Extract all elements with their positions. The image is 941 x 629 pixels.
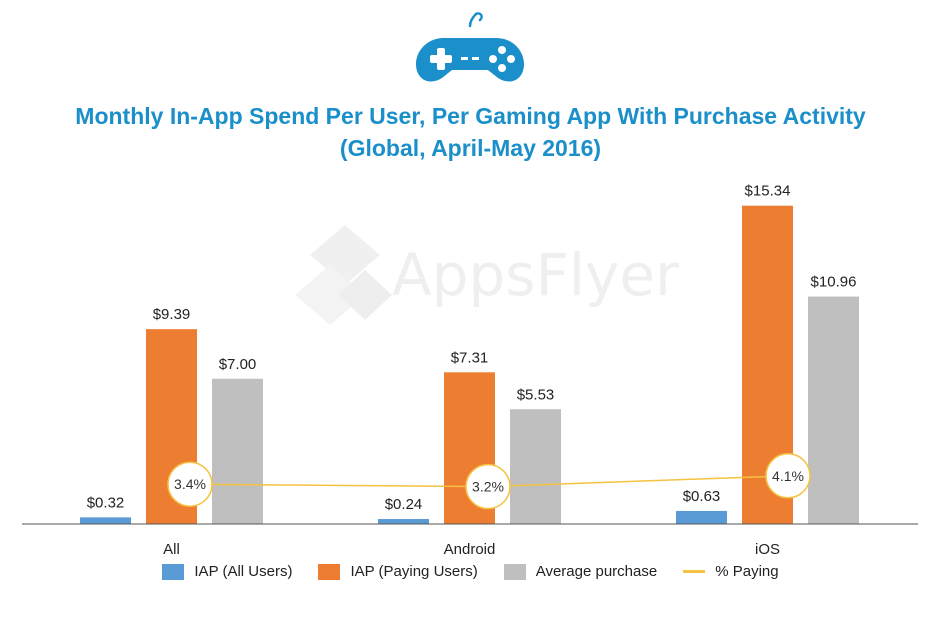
bar-labels-group: $0.32 $9.39 $7.00 $0.24 $7.31 $5.53 $0.63 $15.3… xyxy=(87,183,857,513)
bar-label-iap-paying-users-android: $7.31 xyxy=(451,349,489,366)
bar-label-iap-all-users-ios: $0.63 xyxy=(683,488,721,505)
chart-title: Monthly In-App Spend Per User, Per Gamin… xyxy=(0,100,941,164)
category-labels-group: All Android iOS xyxy=(163,541,780,558)
bar-label-average-purchase-all: $7.00 xyxy=(219,356,257,373)
pct-marker-android xyxy=(465,463,511,510)
legend-swatch-iap-all xyxy=(162,563,185,580)
legend-swatch-pct-paying xyxy=(683,570,706,573)
watermark: AppsFlyer xyxy=(295,225,679,325)
bar-label-average-purchase-ios: $10.96 xyxy=(811,274,857,291)
legend-swatch-iap-paying xyxy=(318,563,341,580)
bar-average-purchase-ios xyxy=(808,296,859,524)
pct-paying-group: 3.4% 3.2% 4.1% xyxy=(167,453,811,510)
watermark-text: AppsFlyer xyxy=(392,241,679,309)
bar-iap-all-users-android xyxy=(378,519,429,524)
bar-average-purchase-all xyxy=(212,378,263,524)
legend: IAP (All Users) IAP (Paying Users) Avera… xyxy=(0,563,941,580)
category-label-ios: iOS xyxy=(755,541,780,558)
chart-title-line-1: Monthly In-App Spend Per User, Per Gamin… xyxy=(75,103,866,129)
bar-label-iap-all-users-all: $0.32 xyxy=(87,494,125,511)
category-label-all: All xyxy=(163,541,180,558)
bar-label-average-purchase-android: $5.53 xyxy=(517,386,555,403)
bar-average-purchase-android xyxy=(510,409,561,524)
legend-label-pct-paying: % Paying xyxy=(715,563,779,580)
bar-iap-all-users-ios xyxy=(676,510,727,524)
gamepad-icon xyxy=(414,12,526,86)
legend-item-iap-all: IAP (All Users) xyxy=(162,563,292,580)
category-label-android: Android xyxy=(444,541,496,558)
bar-label-iap-all-users-android: $0.24 xyxy=(385,496,423,513)
legend-label-iap-paying: IAP (Paying Users) xyxy=(350,563,478,580)
bar-label-iap-paying-users-ios: $15.34 xyxy=(745,183,791,200)
pct-marker-ios xyxy=(765,453,811,499)
legend-item-avg-purchase: Average purchase xyxy=(503,563,658,580)
pct-label-android: 3.2% xyxy=(472,479,504,495)
chart-title-line-2: (Global, April-May 2016) xyxy=(339,135,602,161)
pct-label-ios: 4.1% xyxy=(772,468,804,484)
legend-label-avg-purchase: Average purchase xyxy=(535,563,658,580)
legend-swatch-avg-purchase xyxy=(503,563,526,580)
legend-label-iap-all: IAP (All Users) xyxy=(194,563,293,580)
legend-item-pct-paying: % Paying xyxy=(683,563,779,580)
pct-label-all: 3.4% xyxy=(174,476,206,492)
bar-iap-all-users-all xyxy=(80,517,131,524)
pct-marker-all xyxy=(167,461,213,507)
legend-item-iap-paying: IAP (Paying Users) xyxy=(318,563,478,580)
bar-label-iap-paying-users-all: $9.39 xyxy=(153,306,191,323)
